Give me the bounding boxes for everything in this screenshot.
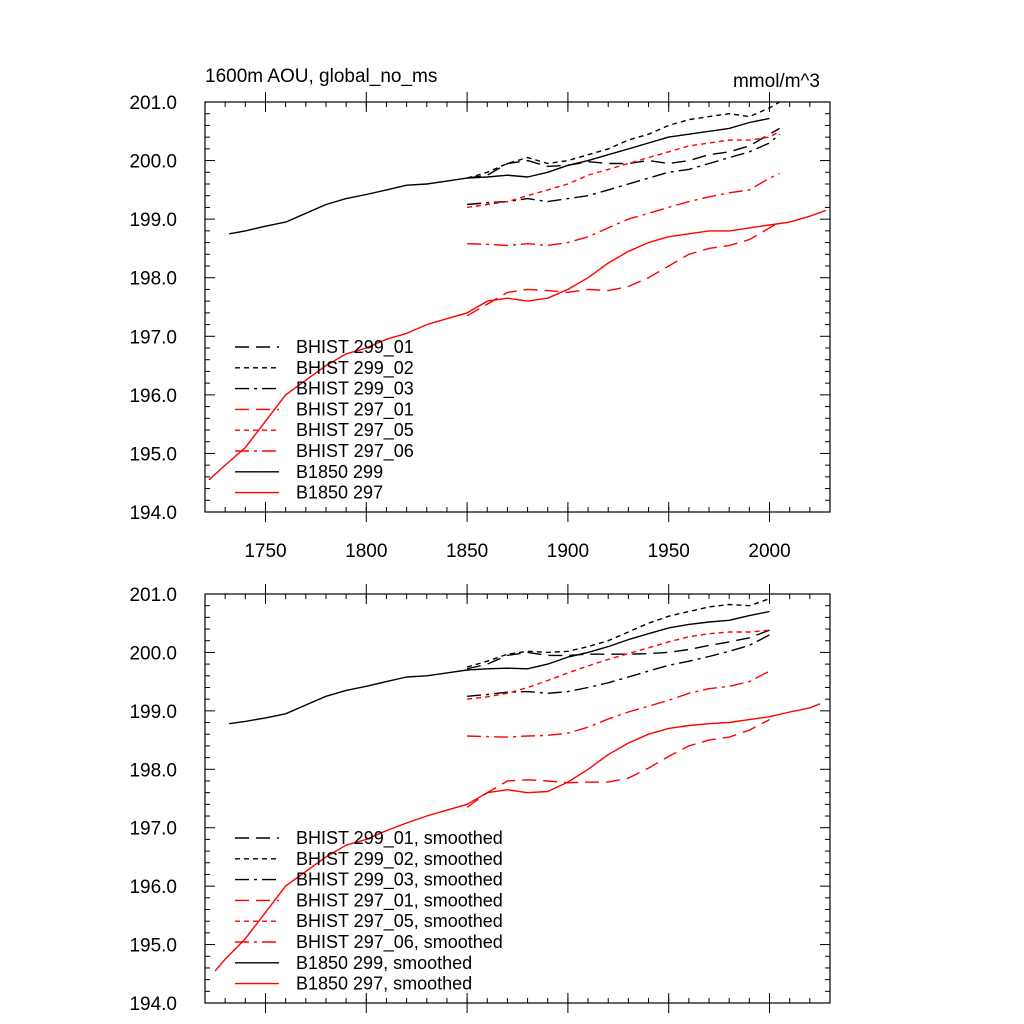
series-line [208,209,827,481]
series-line [214,703,821,972]
legend-label: B1850 297, smoothed [296,974,472,994]
series-line [466,598,770,668]
x-tick-label: 1900 [547,541,589,562]
plot-frame [204,101,831,513]
series-line [467,629,770,700]
y-tick-label: 196.0 [129,386,177,407]
legend-label: BHIST 297_05 [296,420,414,441]
series-line [466,629,770,670]
legend-label: B1850 299 [296,462,383,482]
y-tick-label: 194.0 [129,994,177,1015]
y-tick-label: 200.0 [129,643,177,664]
legend-label: BHIST 297_05, smoothed [296,911,503,932]
y-tick-label: 195.0 [129,444,177,465]
legend-label: B1850 299, smoothed [296,953,472,973]
legend-label: B1850 297 [296,483,383,503]
top-panel: 1750 1800 1850 1900 1950 2000 194.0 195.0 196.0 1… [129,92,831,562]
legend-label: BHIST 299_02 [296,358,414,379]
y-tick-label: 194.0 [129,503,177,524]
series-line [229,610,770,725]
bottom-panel: 194.0 195.0 196.0 197.0 198.0 199.0 200.0 201.0… [129,584,831,1015]
x-tick-label: 1850 [446,541,488,562]
legend-label: BHIST 297_01 [296,399,414,420]
y-tick-label: 198.0 [129,269,177,290]
y-tick-label: 198.0 [129,760,177,781]
chart-title: 1600m AOU, global_no_ms [205,66,437,87]
legend-label: BHIST 299_01, smoothed [296,828,503,849]
legend-label: BHIST 299_01 [296,337,414,358]
series-line [229,117,770,235]
series-line [466,221,780,317]
legend-label: BHIST 299_03, smoothed [296,870,503,891]
x-tick-label: 1950 [648,541,690,562]
series-line [467,670,770,738]
legend-label: BHIST 297_06, smoothed [296,932,503,953]
series-line [467,172,780,247]
series-line [467,130,780,209]
y-tick-label: 200.0 [129,152,177,173]
series-line [467,133,781,206]
legend-label: BHIST 299_03 [296,379,414,400]
series-line [466,718,770,808]
plot-frame [204,593,831,1004]
x-tick-label: 1750 [244,541,286,562]
series-line [467,127,780,179]
x-tick-label: 1800 [345,541,387,562]
series-line [466,101,780,179]
legend-label: BHIST 299_02, smoothed [296,849,503,870]
y-tick-label: 197.0 [129,819,177,840]
y-tick-label: 201.0 [129,93,177,114]
y-tick-label: 201.0 [129,585,177,606]
legend-label: BHIST 297_01, smoothed [296,890,503,911]
x-tick-label: 2000 [748,541,790,562]
y-tick-label: 195.0 [129,936,177,957]
y-tick-label: 199.0 [129,702,177,723]
legend-label: BHIST 297_06 [296,441,414,462]
y-tick-label: 197.0 [129,327,177,348]
units-label: mmol/m^3 [733,71,820,92]
y-tick-label: 196.0 [129,877,177,898]
y-tick-label: 199.0 [129,210,177,231]
